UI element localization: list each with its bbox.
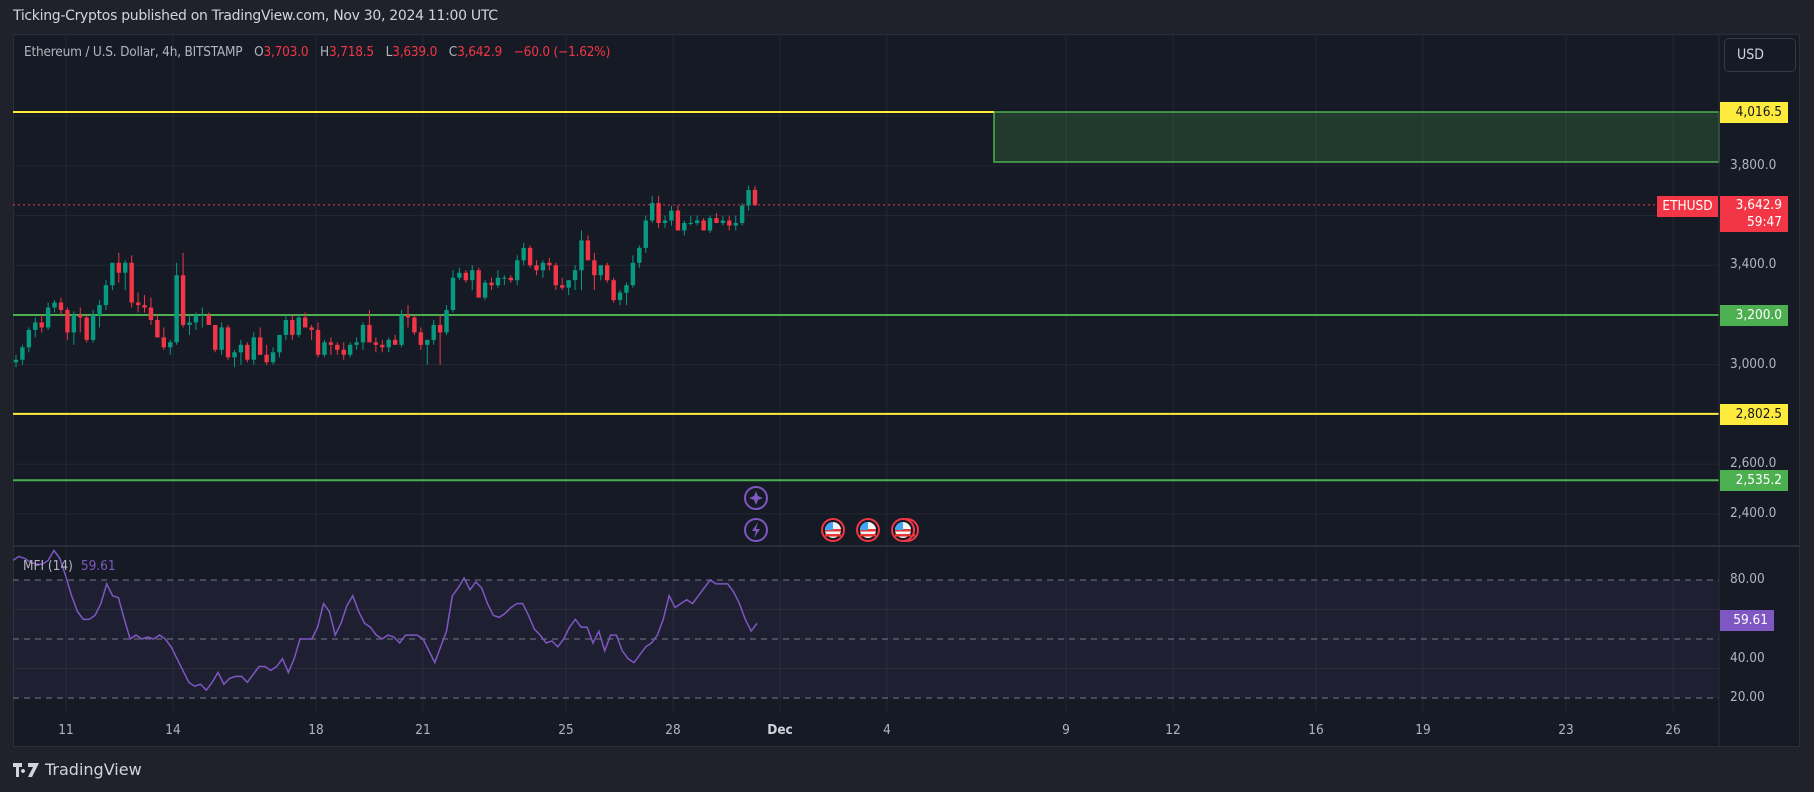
current-price-tag: 3,642.9 59:47 (1720, 196, 1788, 232)
change-value: −60.0 (−1.62%) (513, 44, 611, 60)
mfi-tick: 80.00 (1730, 571, 1765, 587)
date-tick: 19 (1415, 722, 1431, 738)
mfi-legend[interactable]: MFI (14) 59.61 (23, 558, 116, 574)
event-markers (744, 486, 919, 542)
low-value: 3,639.0 (392, 44, 438, 60)
support-2802-tag: 2,802.5 (1720, 403, 1788, 425)
currency-button[interactable]: USD (1724, 38, 1796, 72)
price-tick: 2,400.0 (1730, 504, 1777, 521)
date-tick: 28 (665, 722, 681, 738)
brand-name: TradingView (45, 760, 142, 779)
date-tick: 12 (1165, 722, 1181, 738)
close-label: C (448, 44, 458, 60)
date-tick: 9 (1062, 722, 1070, 738)
us-flag-event-icon[interactable] (821, 518, 845, 542)
bar-countdown: 59:47 (1747, 214, 1782, 230)
date-tick: 11 (58, 722, 74, 738)
low-label: L (385, 44, 393, 60)
symbol-title: Ethereum / U.S. Dollar, 4h, BITSTAMP (24, 44, 243, 60)
close-value: 3,642.9 (457, 44, 503, 60)
current-symbol-tag: ETHUSD (1657, 196, 1718, 217)
mfi-value-tag: 59.61 (1720, 610, 1774, 631)
level-lines (13, 111, 1719, 482)
high-value: 3,718.5 (328, 44, 374, 60)
symbol-legend[interactable]: Ethereum / U.S. Dollar, 4h, BITSTAMP O3,… (24, 44, 610, 60)
current-price-value: 3,642.9 (1735, 197, 1782, 213)
mfi-tick: 20.00 (1730, 689, 1765, 705)
publisher-line: Ticking-Cryptos published on TradingView… (13, 8, 498, 24)
open-label: O (254, 44, 264, 60)
us-flag-event-icon[interactable] (856, 518, 880, 542)
mfi-tick: 40.00 (1730, 649, 1765, 666)
chart-frame (13, 34, 1800, 747)
support-3200-tag: 3,200.0 (1720, 305, 1788, 326)
high-label: H (320, 44, 329, 60)
date-tick: 23 (1558, 722, 1574, 738)
resistance-4016-tag: 4,016.5 (1720, 102, 1788, 123)
mfi-value: 59.61 (80, 558, 116, 574)
target-zone (993, 111, 1720, 163)
tradingview-logo-icon (13, 762, 39, 777)
date-tick: Dec (767, 722, 793, 738)
price-tick: 3,400.0 (1730, 256, 1777, 273)
date-tick: 14 (165, 722, 181, 738)
tradingview-logo[interactable]: TradingView (13, 760, 142, 779)
price-tick: 3,800.0 (1730, 156, 1777, 173)
support-2535-tag: 2,535.2 (1720, 470, 1788, 492)
lightning-event-icon[interactable] (744, 518, 768, 542)
us-flag-event-icon[interactable] (891, 518, 915, 542)
open-value: 3,703.0 (263, 44, 309, 60)
date-tick: 26 (1665, 722, 1681, 738)
mfi-title: MFI (14) (23, 558, 73, 574)
date-tick: 16 (1308, 722, 1324, 738)
date-tick: 21 (415, 722, 431, 738)
date-tick: 18 (308, 722, 324, 738)
mfi-pane (12, 549, 1719, 699)
price-tick: 2,600.0 (1730, 455, 1777, 472)
price-tick: 3,000.0 (1730, 355, 1777, 372)
sparkle-event-icon[interactable] (744, 486, 768, 510)
candlestick-series (13, 185, 758, 368)
date-tick: 4 (883, 722, 891, 738)
date-tick: 25 (558, 722, 574, 738)
